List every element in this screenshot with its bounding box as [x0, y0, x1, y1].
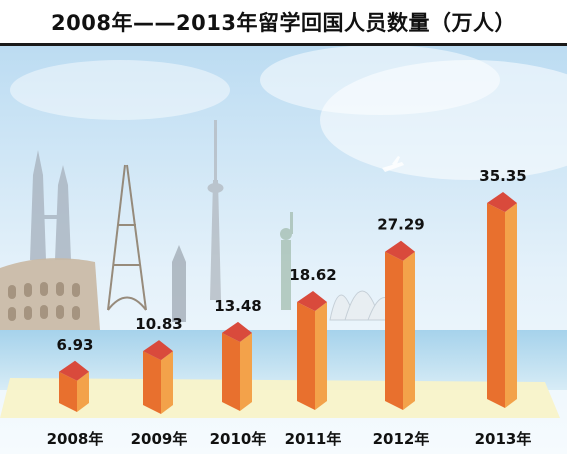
bar-value-label: 6.93 — [56, 336, 93, 354]
bar — [143, 340, 173, 414]
statue-of-liberty-silhouette — [280, 212, 293, 310]
bars-layer — [59, 191, 517, 414]
bar-value-label: 10.83 — [135, 315, 182, 333]
bar-side-face — [77, 371, 89, 412]
bar-side-face — [403, 251, 415, 410]
value-labels-layer: 6.93 10.83 13.48 18.62 27.29 35.35 — [56, 167, 526, 354]
x-axis-tick-label: 2013年 — [475, 430, 532, 448]
bar-value-label: 27.29 — [377, 216, 424, 234]
bar-side-face — [161, 351, 173, 414]
bar-value-label: 35.35 — [479, 167, 526, 185]
chart-title: 2008年——2013年留学回国人员数量（万人） — [51, 10, 516, 35]
bar-top-cap — [222, 321, 252, 342]
bar — [385, 240, 415, 410]
bar-top-cap — [297, 291, 327, 312]
x-axis-tick-label: 2009年 — [131, 430, 188, 448]
cloud — [10, 60, 230, 120]
bar-value-label: 13.48 — [214, 297, 261, 315]
bar-top-cap — [59, 360, 89, 381]
floor-band — [0, 378, 560, 418]
bar — [59, 360, 89, 412]
bar-side-face — [505, 202, 517, 408]
bar — [222, 321, 252, 411]
clock-tower-silhouette — [172, 245, 186, 322]
bar-front-face — [297, 302, 315, 410]
bar — [297, 291, 327, 410]
twin-towers-silhouette — [30, 150, 71, 260]
bar-top-cap — [143, 340, 173, 361]
chart-title-bar: 2008年——2013年留学回国人员数量（万人） — [0, 0, 567, 46]
colosseum-silhouette — [0, 258, 100, 330]
bar-top-cap — [385, 240, 415, 261]
bar-top-cap — [487, 191, 517, 212]
bar-front-face — [222, 332, 240, 411]
cloud — [260, 46, 500, 115]
cn-tower-silhouette — [207, 120, 224, 300]
x-axis-tick-label: 2011年 — [285, 430, 342, 448]
bar-front-face — [59, 371, 77, 412]
x-axis-tick-label: 2008年 — [47, 430, 104, 448]
bar-value-label: 18.62 — [289, 266, 336, 284]
background-scenery — [0, 46, 567, 454]
bar-side-face — [240, 332, 252, 411]
category-labels-layer: 2008年 2009年 2010年 2011年 2012年 2013年 — [47, 430, 532, 448]
x-axis-tick-label: 2010年 — [210, 430, 267, 448]
bar-side-face — [315, 302, 327, 410]
bar-front-face — [385, 251, 403, 410]
airplane-icon — [382, 156, 404, 172]
bar-chart: 6.93 10.83 13.48 18.62 27.29 35.35 2008年 2009年… — [0, 46, 567, 454]
eiffel-tower-silhouette — [107, 164, 147, 311]
x-axis-tick-label: 2012年 — [373, 430, 430, 448]
bar-front-face — [487, 202, 505, 408]
bar-front-face — [143, 351, 161, 414]
bar — [487, 191, 517, 408]
